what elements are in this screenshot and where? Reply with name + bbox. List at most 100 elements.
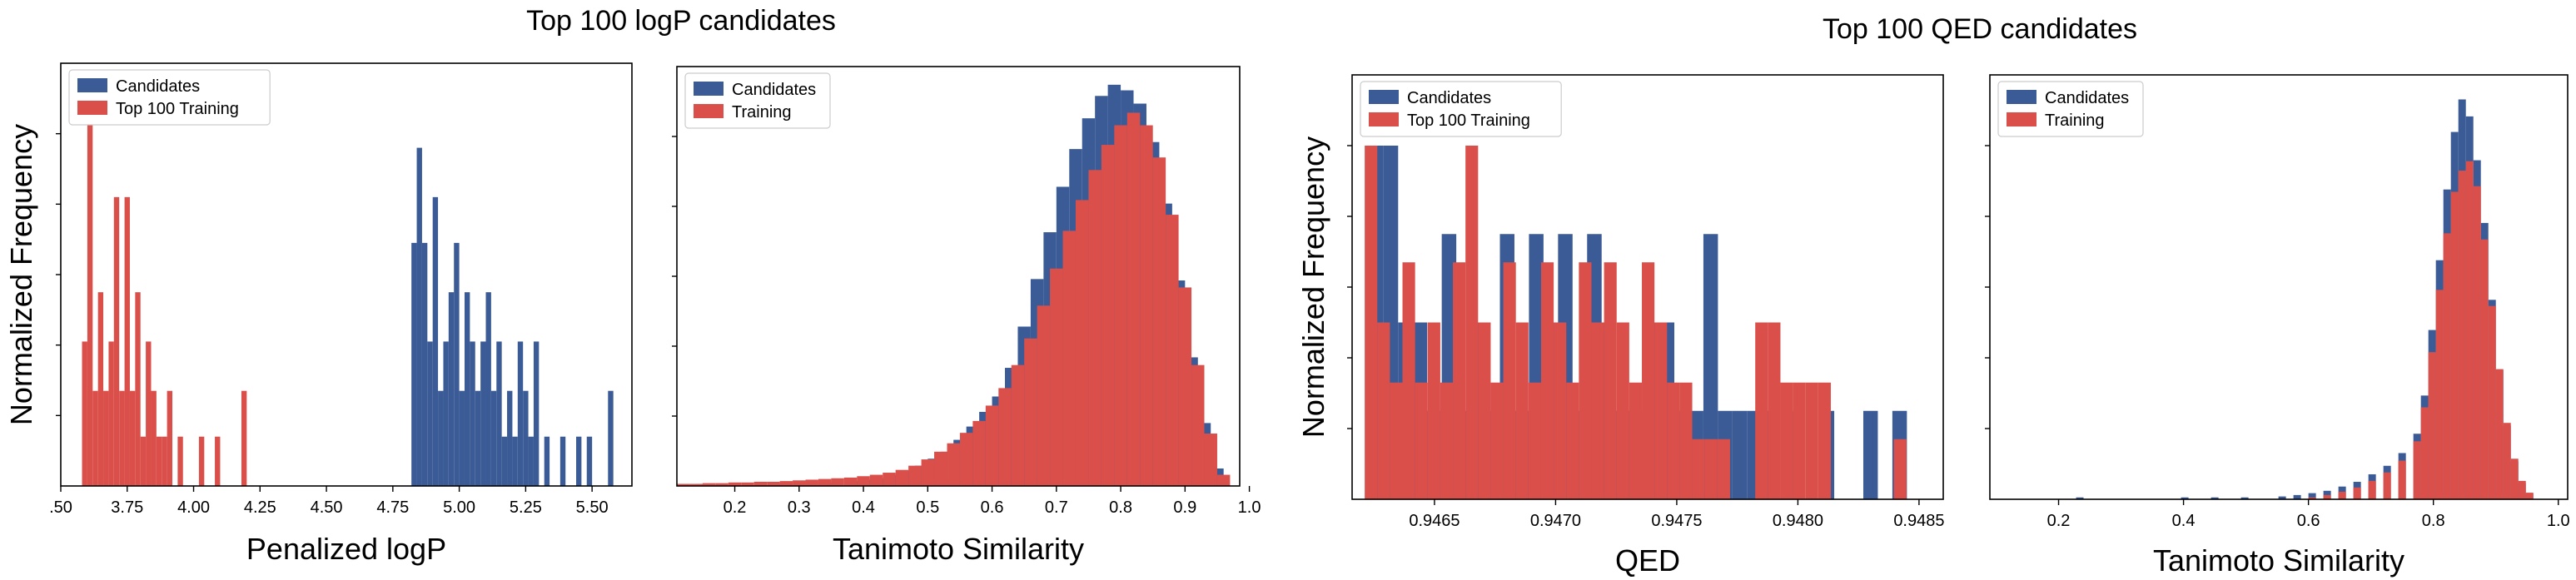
hist-bar — [728, 482, 742, 486]
x-tick-label: 0.2 — [724, 498, 747, 517]
legend: Candidates Training — [684, 72, 831, 129]
hist-bar — [1692, 439, 1705, 499]
hist-bar — [443, 341, 449, 486]
legend-label: Candidates — [116, 77, 200, 96]
hist-bar — [779, 481, 793, 486]
hist-bar — [1365, 146, 1378, 499]
hist-bar — [767, 481, 780, 486]
hist-bar — [2240, 497, 2249, 499]
x-tick-label: 4.25 — [244, 498, 276, 517]
legend: Candidates Top 100 Training — [68, 69, 271, 126]
x-tick-label: 0.9480 — [1773, 512, 1823, 530]
hist-bar — [608, 390, 614, 486]
hist-bar — [1011, 364, 1025, 486]
hist-bar — [1050, 268, 1063, 486]
x-tick-label: 1.0 — [2547, 512, 2570, 530]
hist-bar — [1566, 382, 1579, 499]
series-training — [677, 112, 1231, 486]
hist-bar — [2338, 491, 2346, 499]
hist-bar — [1703, 234, 1718, 499]
hist-bar — [1616, 322, 1629, 499]
hist-bar — [1667, 382, 1680, 499]
hist-bar — [857, 476, 870, 486]
legend-swatch — [694, 82, 724, 96]
panel-qed-histogram: 0.9465 0.9470 0.9475 0.9480 0.9485 QED Normali… — [1296, 74, 1944, 578]
x-tick-label: 0.7 — [1045, 498, 1068, 517]
hist-bar — [753, 481, 768, 486]
legend: Candidates Training — [1997, 81, 2144, 137]
hist-bar — [507, 390, 513, 486]
hist-bar — [533, 341, 540, 486]
hist-bar — [124, 196, 130, 486]
hist-bar — [2383, 472, 2391, 499]
x-tick-label: 0.6 — [981, 498, 1004, 517]
hist-bar — [1540, 262, 1554, 499]
hist-bar — [1755, 322, 1768, 499]
legend-swatch — [77, 78, 107, 92]
hist-bar — [198, 436, 205, 486]
panel-qed-tanimoto: 0.2 0.4 0.6 0.8 1.0 Tanimoto Similarity Candid… — [1985, 74, 2570, 578]
x-tick-label: .50 — [49, 498, 72, 517]
hist-bar — [1604, 262, 1617, 499]
x-tick-label: 5.00 — [443, 498, 475, 517]
hist-bar — [459, 390, 465, 486]
legend-label: Candidates — [2045, 89, 2129, 107]
hist-bar — [1629, 382, 1643, 499]
x-axis-label: Penalized logP — [246, 532, 446, 566]
legend: Candidates Top 100 Training — [1360, 81, 1562, 137]
legend-swatch — [77, 101, 107, 115]
hist-bar — [1024, 338, 1037, 486]
hist-bar — [454, 242, 460, 486]
hist-bar — [2210, 497, 2219, 499]
x-tick-label: 0.8 — [2422, 512, 2445, 530]
hist-bar — [1768, 322, 1781, 499]
hist-bar — [528, 436, 534, 486]
x-tick-label: 4.50 — [311, 498, 343, 517]
hist-bar — [156, 436, 162, 486]
hist-bar — [448, 292, 455, 486]
hist-bar — [908, 465, 922, 486]
hist-bar — [1732, 410, 1748, 499]
y-axis-label: Normalized Frequency — [1296, 136, 1330, 438]
hist-bar — [843, 477, 858, 486]
legend-label: Top 100 Training — [116, 100, 239, 118]
hist-bar — [416, 147, 422, 486]
hist-bar — [140, 436, 147, 486]
title-logp: Top 100 logP candidates — [526, 5, 836, 37]
hist-bar — [1793, 382, 1806, 499]
x-axis-label: Tanimoto Similarity — [833, 532, 1084, 566]
hist-bar — [831, 478, 844, 486]
hist-bar — [1402, 262, 1415, 499]
hist-bar — [135, 292, 141, 486]
hist-bar — [1528, 382, 1541, 499]
hist-bar — [1654, 322, 1668, 499]
hist-bar — [2443, 233, 2451, 499]
hist-bar — [2510, 459, 2519, 499]
hist-bar — [2308, 493, 2316, 499]
hist-bar — [1515, 322, 1529, 499]
hist-bar — [2278, 496, 2286, 499]
legend-box — [68, 69, 271, 126]
hist-bar — [87, 102, 93, 486]
hist-bar — [883, 473, 896, 486]
hist-bar — [1126, 112, 1141, 486]
hist-bar — [576, 436, 582, 486]
legend-swatch — [1369, 112, 1399, 126]
hist-bar — [2458, 171, 2466, 499]
legend-swatch — [1369, 90, 1399, 104]
hist-bar — [1862, 410, 1878, 499]
hist-bar — [162, 436, 167, 486]
hist-bar — [1490, 382, 1504, 499]
hist-bar — [1088, 170, 1102, 486]
x-tick-label: 4.75 — [376, 498, 409, 517]
hist-bar — [523, 390, 529, 486]
hist-bar — [1579, 262, 1592, 499]
hist-bar — [805, 479, 818, 486]
legend-label: Training — [732, 103, 792, 121]
hist-bar — [959, 433, 973, 486]
hist-bar — [689, 483, 703, 486]
hist-bar — [512, 436, 518, 486]
hist-bar — [1717, 439, 1730, 499]
hist-bar — [1818, 382, 1831, 499]
hist-bar — [480, 341, 486, 486]
